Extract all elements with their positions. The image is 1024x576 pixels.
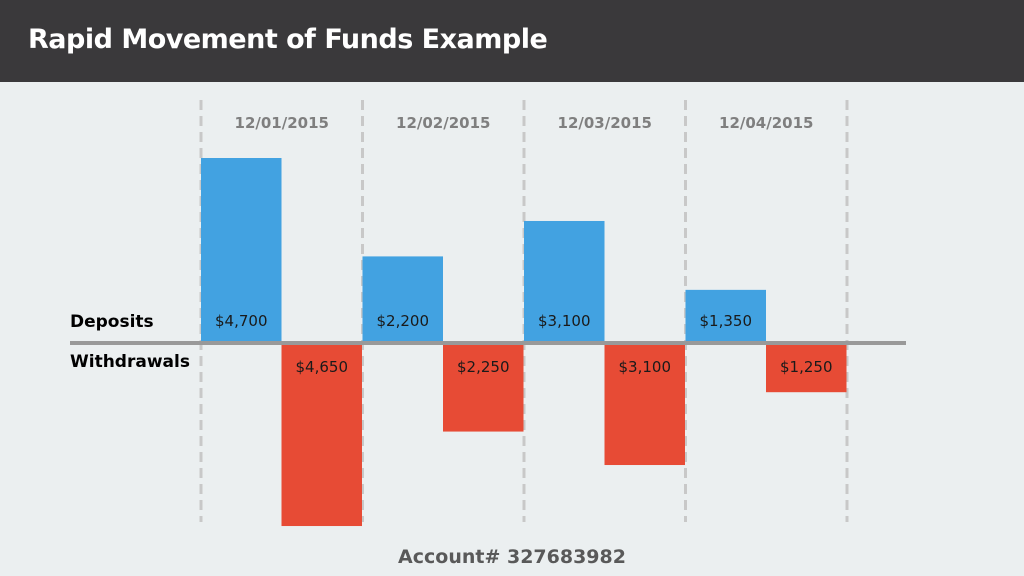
deposit-value-label: $3,100 <box>538 312 591 330</box>
withdrawals-label: Withdrawals <box>70 352 190 372</box>
deposit-bar <box>524 220 605 343</box>
withdrawal-value-label: $1,250 <box>780 358 833 376</box>
withdrawal-bar <box>604 343 685 466</box>
withdrawal-value-label: $2,250 <box>457 358 510 376</box>
deposits-label: Deposits <box>70 312 154 332</box>
withdrawal-value-label: $4,650 <box>296 358 349 376</box>
withdrawal-value-label: $3,100 <box>619 358 672 376</box>
deposit-value-label: $4,700 <box>215 312 268 330</box>
page-title: Rapid Movement of Funds Example <box>28 24 548 55</box>
date-label: 12/03/2015 <box>558 114 652 132</box>
deposit-bar <box>362 256 443 343</box>
withdrawal-bar <box>443 343 524 432</box>
withdrawal-bar <box>281 343 362 527</box>
date-label: 12/01/2015 <box>235 114 329 132</box>
withdrawal-bar <box>766 343 847 393</box>
deposit-value-label: $2,200 <box>377 312 430 330</box>
date-label: 12/02/2015 <box>396 114 490 132</box>
deposit-value-label: $1,350 <box>700 312 753 330</box>
date-label: 12/04/2015 <box>719 114 813 132</box>
deposit-bar <box>201 158 282 343</box>
deposit-bar <box>685 289 766 343</box>
account-number: Account# 327683982 <box>398 546 626 568</box>
title-bar: Rapid Movement of Funds Example <box>0 0 1024 82</box>
